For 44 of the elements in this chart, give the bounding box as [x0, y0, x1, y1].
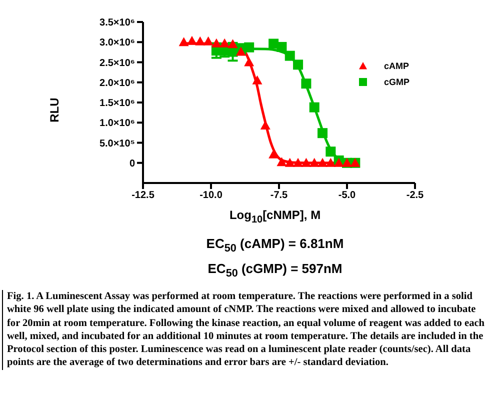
x-tick-label: -10.0 [200, 190, 223, 202]
y-tick-label: 1.0×10⁶ [100, 118, 135, 130]
point [318, 128, 328, 138]
point [276, 42, 287, 52]
point [244, 42, 254, 52]
y-tick-label: 5.0×10⁵ [99, 138, 136, 150]
x-tick-label: -2.5 [406, 190, 424, 202]
point [195, 36, 206, 46]
x-tick-label: -7.5 [270, 190, 288, 202]
point [203, 36, 214, 46]
point [244, 57, 254, 66]
text: EC$_{50}$ (cAMP) = 6.81nM [205, 236, 345, 255]
point [334, 158, 344, 167]
legend-label: cGMP [384, 77, 410, 87]
y-axis-title: RLU [47, 98, 62, 122]
x-tick-label: -12.5 [132, 190, 155, 202]
y-tick-label: 2.0×10⁶ [100, 78, 135, 89]
point [284, 158, 295, 167]
point [178, 37, 189, 46]
caption: Fig. 1. A Luminescent Assay was performed at room temperature. The reactions were performed in a solid white 96 well plate using the indicated amount of cNMP. The reactions were mixed and allowed to incubate for 20min at room temperature. Following the kinase reaction, an equal volume of reagent was added to each well, mixed, and incubated for an additional 10 minutes at room temperature. The details are included in the Protocol section of this poster. Luminescence was read on a luminescent plate reader (counts/sec). All data points are the average of two determinations and error bars are +/- standard deviation. [2, 290, 489, 370]
x-tick-label: -5.0 [338, 190, 356, 202]
point [276, 157, 287, 166]
point [252, 75, 262, 84]
point [309, 158, 320, 167]
point [293, 158, 304, 167]
y-tick-label: 3.0×10⁶ [100, 38, 135, 49]
legend-label: cAMP [384, 61, 410, 71]
point [301, 158, 312, 167]
y-tick-label: 3.5×10⁶ [100, 18, 135, 29]
point [301, 78, 312, 89]
point [186, 36, 197, 45]
point [236, 46, 246, 56]
text: EC$_{50}$ (cGMP) = 597nM [206, 261, 344, 280]
point [318, 158, 328, 167]
y-tick-label: 0 [129, 158, 136, 170]
y-tick-label: 1.5×10⁶ [100, 98, 135, 110]
y-tick-label: 2.5×10⁶ [100, 58, 135, 69]
point [326, 158, 336, 167]
x-axis-title: Log$_{10}$[cNMP], M [228, 208, 322, 226]
point [284, 50, 295, 61]
point [326, 146, 336, 157]
point [293, 60, 304, 70]
point [268, 149, 279, 158]
point [309, 102, 320, 112]
